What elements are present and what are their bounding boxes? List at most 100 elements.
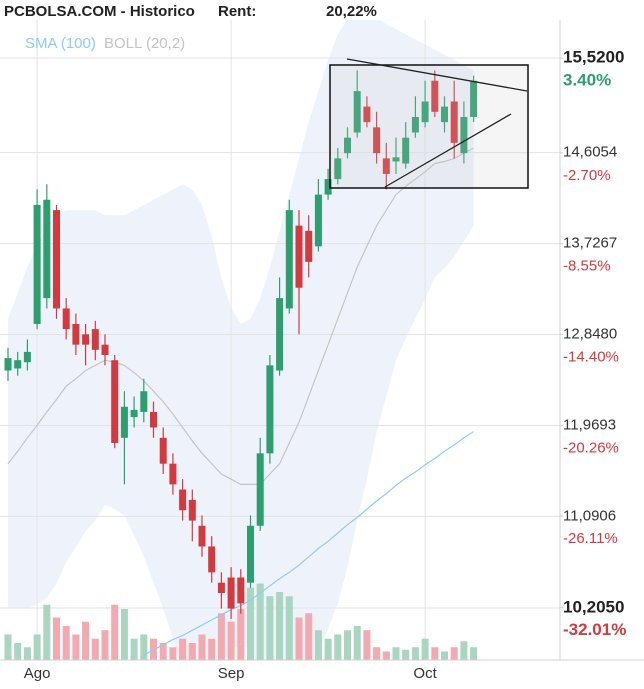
volume-bar (91, 638, 99, 660)
candle-body (150, 411, 157, 428)
volume-bar (43, 604, 51, 660)
chart-title: PCBOLSA.COM - Historico (4, 3, 195, 20)
candle-body (256, 453, 264, 526)
volume-bar (101, 630, 109, 660)
volume-bar (470, 647, 478, 660)
volume-bar (373, 647, 381, 660)
candle-body (421, 101, 429, 123)
candle-body (411, 116, 419, 133)
y2-tick-label: -26.11% (563, 530, 618, 547)
y-tick-label: 10,2050 (563, 598, 624, 617)
trend-line-upper (346, 58, 528, 92)
volume-bar (460, 641, 468, 660)
candle-body (460, 116, 468, 154)
volume-bar (82, 621, 90, 660)
y-tick-label: 11,0906 (563, 507, 616, 524)
volume-bar (450, 647, 458, 660)
volume-bar (188, 643, 196, 660)
candle-body (373, 127, 381, 154)
volume-bar (53, 617, 60, 660)
candle-body (179, 489, 187, 511)
indicator-layer (7, 147, 474, 656)
volume-bar (353, 626, 361, 660)
volume-bar (441, 651, 448, 660)
volume-bar (421, 638, 429, 660)
candle-body (382, 158, 390, 174)
rent-value: 20,22% (326, 3, 377, 20)
candle-body (353, 91, 361, 133)
y-tick-label: 15,5200 (563, 47, 624, 66)
candle-body (82, 334, 90, 345)
volume-bar (130, 638, 138, 660)
candle-body (140, 391, 148, 412)
x-tick-label: Oct (413, 665, 437, 682)
candle-body (314, 194, 322, 247)
sma-line (143, 431, 474, 656)
candle-body (276, 298, 284, 371)
candle-body (188, 499, 196, 521)
candle-body (14, 360, 22, 369)
volume-bar (411, 647, 419, 660)
volume-bar (285, 596, 293, 660)
candle-body (237, 577, 245, 604)
candle-body (266, 365, 274, 454)
candle-body (53, 210, 60, 309)
volume-bar (159, 643, 167, 660)
y2-tick-label: 3.40% (563, 71, 611, 90)
volume-bar (402, 649, 410, 660)
volume-bar (23, 647, 31, 660)
y2-tick-label: -20.26% (563, 439, 619, 456)
volume-bar (72, 634, 80, 660)
band-layer (8, 20, 474, 660)
candle-body (431, 80, 439, 112)
volume-bar (382, 651, 390, 660)
candle-body (23, 351, 31, 363)
volume-bar (179, 638, 187, 660)
volume-layer (4, 583, 478, 660)
candle-body (334, 158, 342, 180)
candle-body (120, 406, 128, 438)
pattern-box (329, 64, 529, 189)
candle-body (344, 137, 351, 154)
volume-bar (344, 630, 351, 660)
volume-bar (33, 634, 41, 660)
y2-tick-label: -32.01% (563, 620, 626, 639)
volume-bar (120, 609, 128, 660)
candle-body (324, 179, 332, 195)
volume-bar (198, 634, 206, 660)
volume-bar (14, 643, 22, 660)
x-tick-label: Sep (218, 665, 245, 682)
volume-bar (217, 613, 225, 660)
volume-bar (324, 638, 332, 660)
volume-bar (208, 638, 216, 660)
trend-line-lower (384, 113, 512, 188)
candle-body (130, 409, 138, 418)
candle-body (33, 204, 41, 324)
volume-bar (140, 634, 148, 660)
candle-body (111, 360, 119, 443)
candle-body (285, 210, 293, 309)
volume-bar (247, 587, 254, 660)
candle-body (4, 358, 12, 371)
candle-body (470, 80, 478, 117)
volume-bar (295, 617, 303, 660)
volume-bar (237, 609, 245, 660)
volume-bar (111, 604, 119, 660)
candle-body (72, 323, 80, 345)
candle-body (217, 582, 225, 594)
candle-body (62, 308, 70, 330)
volume-bar (169, 647, 177, 660)
y2-tick-label: -14.40% (563, 348, 619, 365)
candle-body (305, 230, 313, 262)
candle-body (295, 225, 303, 288)
legend-entry: BOLL (20,2) (104, 35, 185, 52)
y-tick-label: 12,8480 (563, 325, 617, 342)
y2-tick-label: -2.70% (563, 167, 611, 184)
boll-mid-line (7, 147, 474, 485)
volume-bar (266, 596, 274, 660)
volume-bar (431, 647, 439, 660)
candle-body (441, 106, 448, 123)
candle-body (43, 199, 51, 299)
volume-bar (305, 613, 313, 660)
